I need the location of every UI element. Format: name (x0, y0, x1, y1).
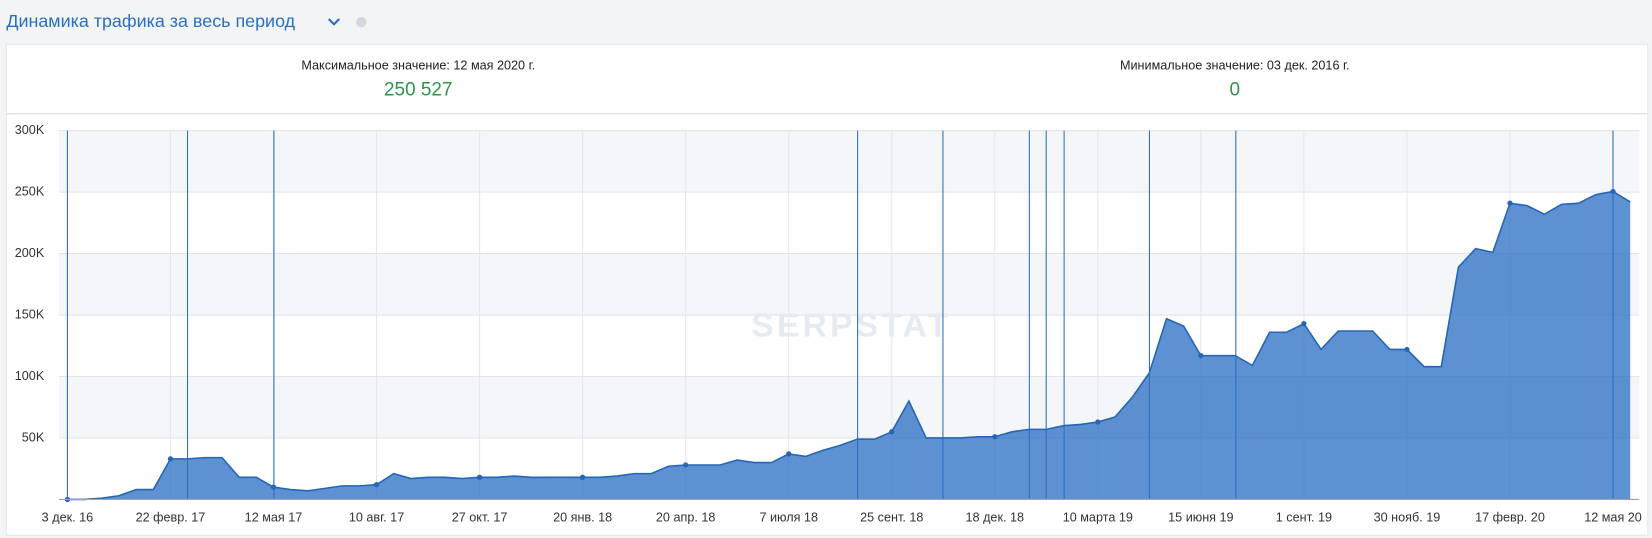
y-tick-label: 50K (22, 430, 45, 444)
x-tick-label: 20 апр. 18 (656, 511, 716, 525)
x-tick-label: 18 дек. 18 (966, 511, 1025, 525)
x-tick-label: 7 июля 18 (759, 511, 818, 525)
dropdown-icon[interactable] (327, 18, 340, 26)
point (889, 429, 895, 435)
point (786, 451, 792, 457)
point (579, 474, 586, 480)
x-tick-label: 22 февр. 17 (136, 511, 206, 525)
min-value: 0 (1230, 80, 1241, 101)
y-tick-label: 250K (15, 184, 45, 198)
y-tick-label: 100K (15, 369, 45, 383)
x-tick-label: 25 сент. 18 (860, 511, 923, 525)
point (1301, 321, 1307, 327)
x-tick-label: 1 сент. 19 (1276, 511, 1332, 525)
y-tick-label: 200K (15, 246, 45, 260)
y-tick-label: 150K (15, 307, 45, 321)
area (67, 191, 1631, 500)
point (1507, 200, 1513, 206)
chart-title: Динамика трафика за весь период (6, 11, 295, 31)
x-tick-label: 15 июня 19 (1168, 511, 1233, 525)
max-value: 250 527 (384, 80, 453, 101)
grid-band (59, 253, 1640, 316)
info-icon[interactable] (356, 16, 367, 28)
point (1404, 346, 1410, 353)
point (992, 434, 998, 440)
point (476, 474, 483, 480)
point (1095, 419, 1101, 425)
x-tick-label: 3 дек. 16 (42, 511, 93, 525)
point (373, 482, 380, 488)
x-tick-label: 10 марта 19 (1063, 511, 1133, 525)
max-label: Максимальное значение: 12 мая 2020 г. (301, 59, 535, 73)
point (167, 456, 174, 462)
x-tick-label: 10 авг. 17 (349, 511, 404, 525)
x-tick-label: 17 февр. 20 (1475, 511, 1545, 525)
x-tick-label: 27 окт. 17 (452, 511, 508, 525)
x-tick-label: 12 мая 20 (1584, 511, 1642, 525)
min-label: Минимальное значение: 03 дек. 2016 г. (1120, 59, 1350, 73)
watermark: SERPSTAT (751, 307, 951, 345)
x-tick-label: 12 мая 17 (245, 511, 303, 525)
x-tick-label: 30 нояб. 19 (1374, 511, 1441, 525)
line (67, 190, 1631, 501)
grid-band (59, 130, 1640, 193)
plot: 50K 100K 150K 200K 250K 300K SERPSTAT 3 дек. 16… (15, 123, 1642, 525)
point (683, 462, 689, 468)
x-tick-label: 20 янв. 18 (553, 511, 612, 525)
y-tick-label: 300K (15, 123, 45, 137)
point (1198, 352, 1204, 359)
